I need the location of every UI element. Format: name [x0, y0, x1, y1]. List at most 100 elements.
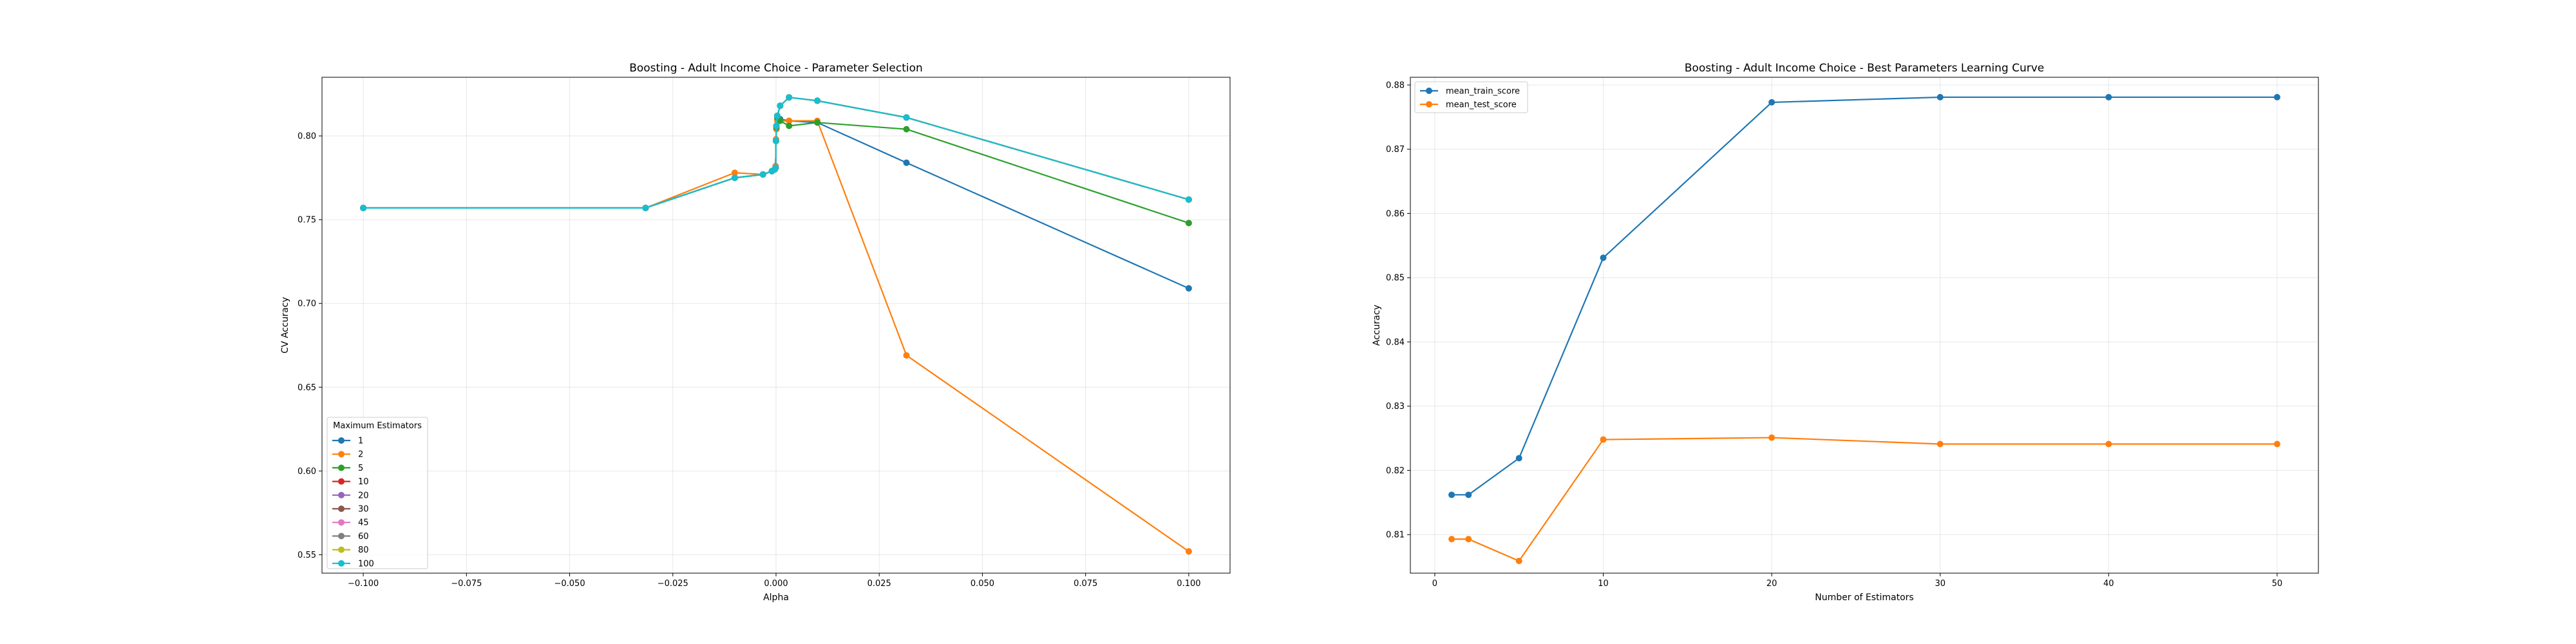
data-point-100 — [814, 97, 821, 104]
data-point-2 — [786, 117, 793, 124]
data-point-100 — [1185, 196, 1192, 203]
legend-label-2: 2 — [358, 450, 363, 460]
x-tick-label: 40 — [2103, 579, 2114, 589]
legend-items-right: mean_train_score mean_test_score — [1420, 87, 1520, 110]
data-point-100 — [759, 171, 766, 178]
y-tick-label: 0.70 — [298, 299, 316, 309]
x-tick-label: 0.050 — [971, 579, 994, 589]
x-tick-label: −0.100 — [348, 579, 379, 589]
x-tick-label: 30 — [1935, 579, 1946, 589]
data-point-5 — [903, 126, 910, 133]
data-point-100 — [777, 102, 784, 109]
legend-label-60: 60 — [358, 532, 369, 542]
data-point-5 — [777, 117, 784, 124]
legend-marker-20 — [338, 491, 345, 498]
legend-items-left: 1 2 5 10 20 30 45 60 80 100 — [332, 437, 374, 569]
grid-right — [1410, 77, 2318, 573]
legend-label-5: 5 — [358, 464, 363, 473]
legend-label-80: 80 — [358, 545, 369, 555]
data-point-1 — [903, 159, 910, 166]
ticks-right: 0 10 20 30 40 50 0.81 0.82 0.83 0.84 0.85 0.86 0.87 0… — [1386, 80, 2282, 589]
data-point-2 — [903, 352, 910, 359]
data-point-mean_test_score — [1600, 436, 1607, 443]
legend-label-mean_train_score: mean_train_score — [1446, 87, 1520, 97]
data-point-100 — [772, 164, 779, 171]
legend-label-mean_test_score: mean_test_score — [1446, 100, 1517, 110]
data-point-100 — [731, 175, 738, 182]
y-tick-label: 0.60 — [298, 467, 316, 477]
legend-marker-100 — [338, 560, 345, 567]
data-point-mean_test_score — [2105, 440, 2112, 448]
data-point-100 — [773, 122, 780, 129]
data-point-1 — [1185, 285, 1192, 292]
data-point-100 — [642, 204, 649, 211]
x-tick-label: −0.050 — [554, 579, 585, 589]
data-point-100 — [774, 112, 781, 119]
legend-label-100: 100 — [358, 559, 374, 569]
x-tick-label: 0.025 — [867, 579, 891, 589]
y-tick-label: 0.83 — [1386, 402, 1405, 412]
data-point-mean_train_score — [1448, 491, 1455, 498]
legend-label-10: 10 — [358, 477, 369, 487]
legend-label-1: 1 — [358, 437, 363, 446]
data-point-100 — [360, 204, 367, 211]
y-tick-label: 0.84 — [1386, 337, 1405, 347]
y-tick-label: 0.86 — [1386, 209, 1405, 219]
data-point-mean_test_score — [2273, 440, 2280, 448]
legend-marker-mean_test_score — [1426, 101, 1432, 108]
x-axis-label-right: Number of Estimators — [1815, 592, 1913, 603]
legend-right: mean_train_score mean_test_score — [1414, 81, 1528, 113]
legend-marker-45 — [338, 519, 345, 526]
legend-marker-60 — [338, 533, 345, 540]
y-axis-label-left: CV Accuracy — [280, 297, 290, 354]
data-point-mean_train_score — [2273, 93, 2280, 100]
data-point-mean_test_score — [1768, 434, 1776, 441]
y-tick-label: 0.85 — [1386, 274, 1405, 283]
series-lines-left — [360, 94, 1192, 555]
parameter-selection-chart: −0.100 −0.075 −0.050 −0.025 0.000 0.025 0.050 0… — [280, 62, 1231, 603]
x-tick-label: 20 — [1766, 579, 1777, 589]
data-point-5 — [786, 122, 793, 129]
series-lines-right — [1448, 93, 2280, 565]
data-point-2 — [731, 169, 738, 176]
x-axis-label-left: Alpha — [763, 592, 789, 603]
y-tick-label: 0.81 — [1386, 531, 1405, 540]
data-point-mean_test_score — [1515, 558, 1522, 565]
y-tick-label: 0.88 — [1386, 80, 1405, 90]
legend-marker-10 — [338, 478, 345, 485]
legend-marker-80 — [338, 546, 345, 553]
data-point-mean_train_score — [1465, 491, 1472, 498]
legend-title-left: Maximum Estimators — [333, 421, 422, 431]
x-tick-label: 0 — [1432, 579, 1437, 589]
y-tick-label: 0.55 — [298, 551, 316, 560]
x-tick-label: 0.100 — [1177, 579, 1200, 589]
legend-marker-5 — [338, 464, 345, 471]
x-tick-label: 10 — [1598, 579, 1609, 589]
x-tick-label: −0.075 — [451, 579, 482, 589]
legend-marker-mean_train_score — [1426, 88, 1432, 94]
learning-curve-chart: 0 10 20 30 40 50 0.81 0.82 0.83 0.84 0.85 0.86 0.87 0… — [1372, 62, 2319, 603]
axes-frame-right — [1410, 77, 2319, 574]
x-tick-label: 0.075 — [1074, 579, 1097, 589]
y-tick-label: 0.87 — [1386, 145, 1405, 155]
data-point-mean_train_score — [2105, 93, 2112, 100]
x-tick-label: 50 — [2272, 579, 2283, 589]
plot-area-right — [1410, 77, 2318, 573]
chart-title-right: Boosting - Adult Income Choice - Best Pa… — [1685, 62, 2045, 75]
data-point-mean_train_score — [1768, 99, 1776, 106]
y-tick-label: 0.65 — [298, 383, 316, 393]
legend-box-left — [327, 417, 428, 569]
legend-marker-30 — [338, 506, 345, 512]
data-point-100 — [773, 137, 779, 144]
y-tick-label: 0.75 — [298, 216, 316, 225]
data-point-100 — [903, 114, 910, 121]
data-point-100 — [786, 94, 793, 101]
data-point-mean_test_score — [1448, 536, 1455, 543]
data-point-mean_train_score — [1515, 455, 1522, 462]
data-point-mean_train_score — [1600, 254, 1607, 261]
legend-label-30: 30 — [358, 505, 369, 515]
x-tick-label: −0.025 — [658, 579, 688, 589]
legend-marker-2 — [338, 451, 345, 458]
data-point-2 — [1185, 548, 1192, 555]
